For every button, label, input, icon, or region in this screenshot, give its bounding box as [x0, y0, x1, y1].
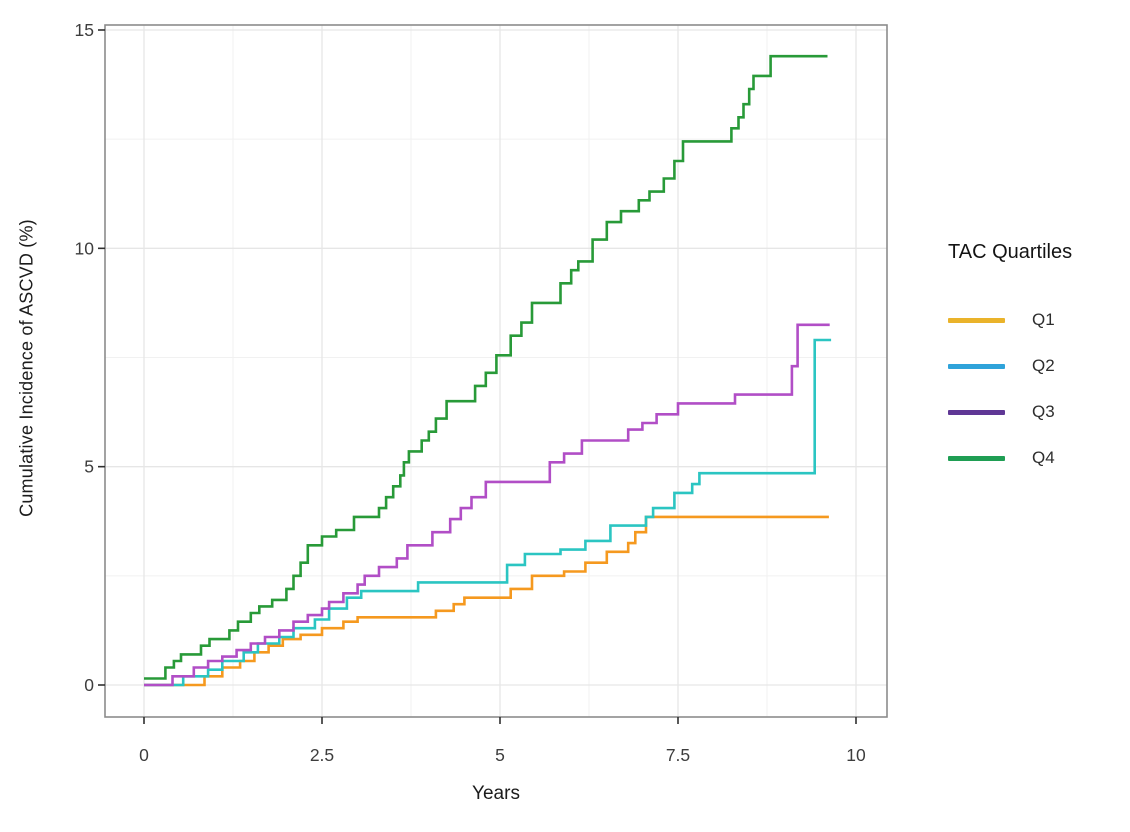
q1-color-swatch	[948, 317, 1005, 323]
q2-color-swatch	[948, 363, 1005, 369]
y-tick-label: 15	[75, 20, 94, 40]
legend-item-q2: Q2	[948, 343, 1072, 389]
panel-border	[104, 24, 888, 718]
legend-item-q3: Q3	[948, 389, 1072, 435]
legend-item-q1: Q1	[948, 297, 1072, 343]
x-tick-label: 10	[846, 745, 866, 765]
x-tick-label: 7.5	[666, 745, 690, 765]
legend-label-q1: Q1	[1032, 310, 1055, 329]
curve-q3	[144, 323, 830, 687]
legend-title: TAC Quartiles	[948, 241, 1073, 263]
x-tick-label: 5	[495, 745, 505, 765]
y-tick-label: 10	[75, 238, 95, 258]
legend: TAC Quartiles Q1 Q2 Q3 Q4	[948, 241, 1072, 481]
legend-label-q2: Q2	[1032, 356, 1055, 375]
q4-color-swatch	[948, 455, 1005, 461]
x-tick-label: 2.5	[310, 745, 334, 765]
x-axis-title: Years	[472, 783, 520, 804]
curve-q4	[144, 54, 828, 680]
legend-label-q3: Q3	[1032, 402, 1055, 421]
y-tick-label: 5	[84, 457, 94, 477]
q3-color-swatch	[948, 409, 1005, 415]
legend-label-q4: Q4	[1032, 448, 1055, 467]
curve-q2	[144, 338, 832, 687]
y-axis-title: Cumulative Incidence of ASCVD (%)	[16, 219, 37, 517]
curve-q1	[144, 515, 829, 687]
x-tick-label: 0	[139, 745, 149, 765]
y-tick-label: 0	[84, 675, 94, 695]
legend-item-q4: Q4	[948, 435, 1072, 481]
